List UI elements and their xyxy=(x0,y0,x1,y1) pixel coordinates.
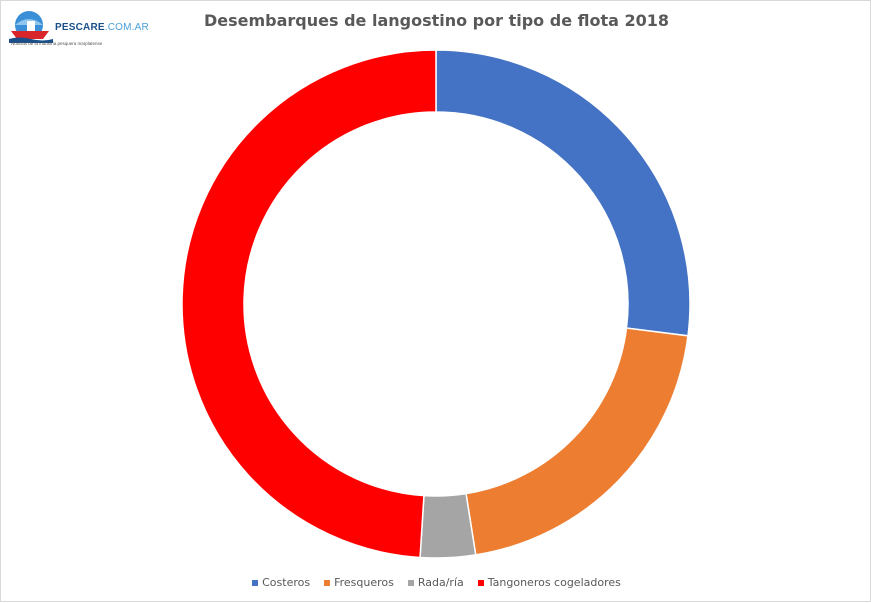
doughnut-slice-fresqueros xyxy=(465,327,689,556)
chart-legend: Costeros Fresqueros Rada/ría Tangoneros cog… xyxy=(1,576,871,589)
legend-label: Tangoneros cogeladores xyxy=(487,576,621,589)
legend-label: Costeros xyxy=(262,576,311,589)
logo-text: PESCARE.COM.AR xyxy=(55,22,149,33)
pescare-logo: PESCARE.COM.AR Noticias de la industria … xyxy=(9,9,149,51)
logo-brand-light: .COM.AR xyxy=(104,22,149,33)
logo-tagline: Noticias de la industria pesquera marpla… xyxy=(11,41,103,46)
legend-item: Tangoneros cogeladores xyxy=(477,576,621,589)
legend-label: Fresqueros xyxy=(334,576,394,589)
fishing-boat-logo-icon xyxy=(9,11,53,43)
legend-item: Costeros xyxy=(252,576,310,589)
doughnut-slice-costeros xyxy=(435,49,691,337)
legend-swatch xyxy=(252,579,259,586)
chart-title: Desembarques de langostino por tipo de f… xyxy=(203,11,670,30)
legend-item: Rada/ría xyxy=(407,576,464,589)
legend-item: Fresqueros xyxy=(324,576,394,589)
logo-brand-bold: PESCARE xyxy=(55,22,105,33)
legend-swatch xyxy=(407,579,414,586)
legend-label: Rada/ría xyxy=(417,576,464,589)
doughnut-slice-rada-r-a xyxy=(419,492,477,559)
legend-swatch xyxy=(477,579,484,586)
doughnut-slice-tangoneros-cogeladores xyxy=(181,49,437,559)
legend-swatch xyxy=(324,579,331,586)
